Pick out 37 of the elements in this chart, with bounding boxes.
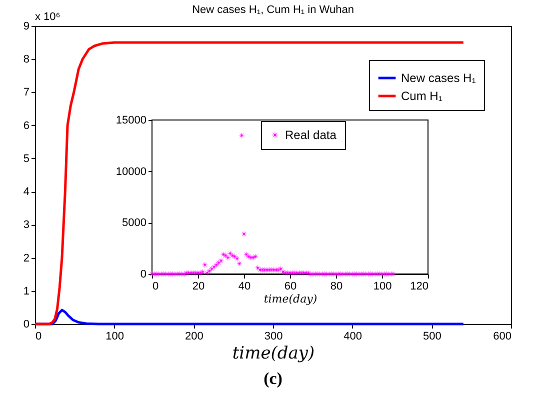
y-tick-label: 7 (23, 86, 30, 99)
x-tick-label: 600 (493, 330, 512, 342)
x-tick-label: 40 (238, 280, 251, 292)
y-tick-label: 5 (23, 152, 30, 165)
y-tick-label: 8 (23, 54, 30, 66)
y-tick-label: 0 (23, 318, 30, 330)
text: x 10⁶ (35, 11, 60, 23)
legend-label: Cum H₁ (401, 89, 442, 103)
x-tick-label: 0 (36, 330, 42, 342)
legend-label: New cases H₁ (401, 71, 476, 85)
x-tick-label: 300 (264, 330, 283, 342)
y-tick-label: 4 (23, 186, 30, 198)
legend-label: Real data (285, 128, 337, 142)
y-tick-label: 2 (23, 252, 30, 264)
x-tick-label: 500 (422, 330, 442, 342)
y-tick-label: 10000 (116, 166, 146, 178)
x-tick-label: 80 (330, 280, 343, 292)
x-tick-label: 60 (284, 280, 297, 292)
x-tick-label: 120 (410, 280, 428, 292)
y-tick-label: 1 (23, 285, 30, 298)
y-tick-label: 0 (140, 268, 146, 280)
x-tick-label: 0 (152, 280, 159, 292)
x-tick-label: 100 (373, 280, 392, 292)
x-tick-label: 400 (344, 330, 362, 342)
y-tick-label: 3 (23, 219, 30, 232)
y-tick-label: 9 (23, 20, 30, 32)
x-tick-label: 100 (106, 330, 124, 342)
line-series (34, 41, 465, 326)
x-tick-label: 200 (184, 330, 204, 342)
chart-title: New cases H₁, Cum H₁ in Wuhan (192, 4, 354, 16)
y-tick-label: 6 (23, 120, 30, 132)
y-tick-label: 5000 (122, 217, 146, 230)
x-axis-title: time(day) (264, 292, 318, 306)
y-tick-label: 15000 (116, 114, 146, 126)
x-tick-label: 20 (192, 280, 205, 292)
text: (c) (264, 369, 282, 388)
x-axis-title: time(day) (232, 344, 315, 364)
